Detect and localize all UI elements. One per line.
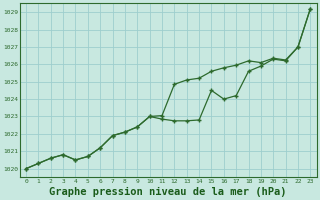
X-axis label: Graphe pression niveau de la mer (hPa): Graphe pression niveau de la mer (hPa) (50, 186, 287, 197)
